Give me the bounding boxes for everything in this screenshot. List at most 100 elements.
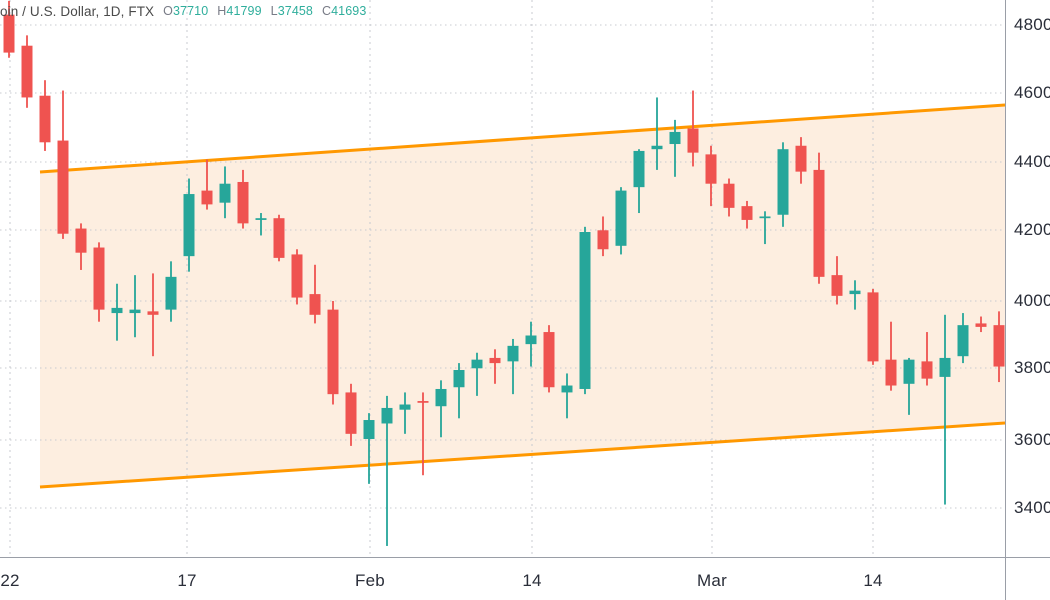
candle-body: [57, 140, 69, 234]
candle: [237, 169, 249, 229]
candle: [147, 273, 159, 357]
axis-corner-divider: [1005, 558, 1006, 600]
price-tick-label: 44000: [1014, 152, 1050, 171]
time-tick-label: 14: [863, 571, 883, 590]
candle-wick: [764, 211, 766, 245]
candle-body: [147, 311, 159, 315]
time-axis[interactable]: 22 17 Feb 14 Mar 14: [0, 557, 1050, 600]
channel-upper-line[interactable]: [39, 103, 1005, 174]
channel-lower-line[interactable]: [39, 421, 1005, 489]
candle-body: [219, 183, 231, 203]
candle-body: [489, 357, 501, 364]
price-tick-label: 42000: [1014, 220, 1050, 239]
time-tick-label: 22: [0, 571, 20, 590]
candle: [921, 332, 933, 386]
candle-wick: [458, 363, 460, 419]
candle-wick: [656, 97, 658, 170]
candle: [795, 137, 807, 184]
candle: [273, 214, 285, 262]
candle: [561, 373, 573, 419]
candle-series: [3, 0, 1005, 546]
candle: [111, 283, 123, 341]
candle-body: [543, 332, 555, 388]
candle: [345, 383, 357, 446]
candle: [327, 301, 339, 405]
candle: [525, 321, 537, 367]
candle-body: [39, 95, 51, 143]
candle-body: [795, 145, 807, 172]
candle-wick: [926, 332, 928, 386]
candle-wick: [404, 392, 406, 434]
candle: [471, 352, 483, 396]
candle-body: [435, 388, 447, 407]
candle: [363, 413, 375, 484]
candle: [165, 261, 177, 322]
candle-wick: [674, 119, 676, 177]
candle-body: [597, 230, 609, 250]
candle: [93, 242, 105, 322]
candle-body: [633, 150, 645, 188]
candle: [57, 90, 69, 239]
candle-body: [669, 131, 681, 145]
candle: [435, 380, 447, 438]
candle-body: [867, 292, 879, 362]
candle-wick: [134, 275, 136, 338]
candle-body: [381, 407, 393, 424]
candle: [705, 145, 717, 207]
candle-body: [975, 323, 987, 327]
candle: [39, 80, 51, 151]
price-axis[interactable]: 48000 46000 44000 42000 40000 38000 36000 34000: [1005, 0, 1050, 557]
candle: [255, 213, 267, 236]
candle-body: [273, 218, 285, 258]
candle-wick: [314, 264, 316, 324]
candle-body: [921, 361, 933, 379]
candle-body: [579, 232, 591, 389]
candle-body: [399, 404, 411, 410]
candle-body: [93, 247, 105, 310]
candle-body: [561, 385, 573, 393]
candle: [957, 313, 969, 364]
candle-body: [309, 294, 321, 315]
candle: [291, 249, 303, 305]
candle: [939, 314, 951, 505]
candle-body: [507, 345, 519, 362]
candle-body: [237, 181, 249, 224]
chart-plot-area[interactable]: [0, 0, 1005, 557]
candle-body: [525, 335, 537, 345]
candle: [75, 223, 87, 270]
candle-body: [75, 228, 87, 253]
candle-body: [849, 290, 861, 295]
candle: [381, 395, 393, 546]
candle-body: [291, 254, 303, 298]
candle-wick: [476, 352, 478, 396]
candle: [759, 211, 771, 245]
candle-body: [3, 14, 15, 53]
candle-body: [165, 276, 177, 310]
candle-wick: [512, 338, 514, 395]
price-tick-label: 40000: [1014, 291, 1050, 310]
channel-trendlines: [39, 103, 1005, 489]
candle-body: [831, 275, 843, 296]
candle: [615, 187, 627, 255]
candle: [507, 338, 519, 395]
candle-body: [615, 190, 627, 246]
candle: [651, 97, 663, 170]
candle-wick: [422, 392, 424, 476]
candle-body: [939, 357, 951, 377]
candle-wick: [494, 349, 496, 384]
candle: [633, 149, 645, 214]
candle-body: [111, 307, 123, 314]
candle-body: [345, 392, 357, 434]
candle: [903, 357, 915, 415]
time-tick-label: 14: [522, 571, 542, 590]
candle: [813, 152, 825, 284]
price-tick-label: 48000: [1014, 15, 1050, 34]
candle: [183, 178, 195, 272]
candle: [579, 226, 591, 395]
candlestick-svg: [0, 0, 1005, 557]
candle-body: [705, 154, 717, 184]
candle: [489, 349, 501, 384]
candle-body: [885, 359, 897, 386]
candle: [597, 216, 609, 257]
time-tick-label: Feb: [355, 571, 385, 590]
